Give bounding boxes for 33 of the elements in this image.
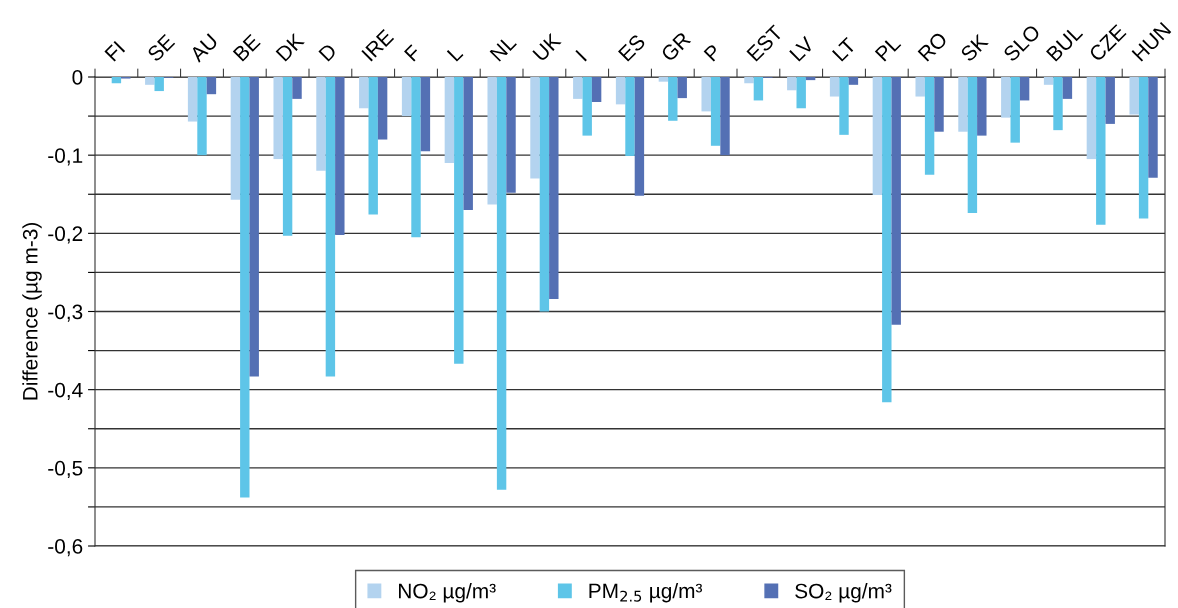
x-tick-label: BE	[232, 33, 261, 62]
x-tick-label: ES	[617, 33, 647, 62]
x-tick-label: F	[404, 44, 422, 62]
x-tick-label: GR	[660, 31, 692, 63]
y-axis-title: Difference (µg m-3)	[22, 223, 42, 400]
x-tick-label: SE	[146, 33, 176, 63]
y-tick-label: -0,2	[48, 226, 83, 244]
x-tick-label: AU	[188, 33, 219, 63]
x-tick-label: UK	[532, 32, 562, 62]
x-tick-label: SK	[959, 33, 989, 63]
y-tick-label: 0	[72, 70, 83, 85]
x-tick-label: P	[703, 43, 722, 62]
x-tick-label: SLO	[1002, 23, 1042, 63]
x-tick-label: LV	[789, 35, 816, 62]
legend-label: NO₂ µg/m³	[399, 583, 496, 603]
x-tick-label: I	[575, 49, 587, 62]
x-tick-label: D	[318, 42, 338, 62]
x-tick-label: NL	[489, 34, 517, 62]
x-tick-label: L	[446, 44, 464, 62]
y-tick-label: -0,1	[48, 148, 83, 166]
x-tick-label: IRE	[361, 28, 395, 62]
x-tick-label: LT	[832, 36, 857, 62]
y-tick-label: -0,4	[48, 382, 83, 400]
x-tick-label: PL	[874, 35, 902, 62]
x-tick-label: BUL	[1046, 24, 1084, 62]
x-tick-label: FI	[104, 40, 126, 62]
y-tick-label: -0,3	[48, 304, 83, 322]
legend-label: SO₂ µg/m³	[795, 583, 892, 603]
y-tick-label: -0,6	[48, 539, 83, 557]
x-tick-label: RO	[917, 31, 949, 62]
y-tick-label: -0,5	[48, 460, 83, 479]
legend-label: PM$_{2.5}$ µg/m³	[589, 582, 703, 603]
x-tick-label: DK	[275, 32, 305, 62]
